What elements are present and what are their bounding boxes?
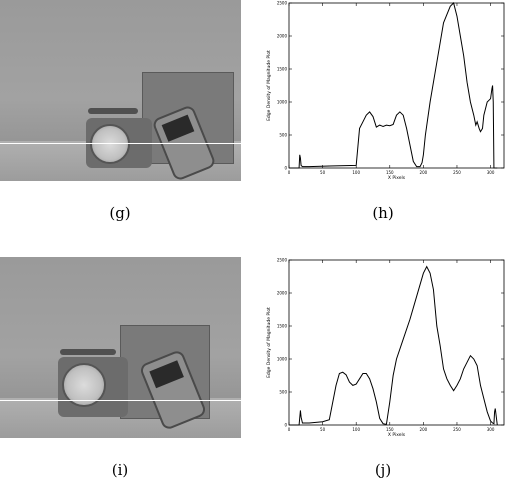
caption-j: (j) bbox=[374, 461, 392, 479]
x-axis-label: X Pixels bbox=[388, 432, 406, 438]
x-tick-label: 0 bbox=[288, 427, 291, 432]
x-tick-label: 200 bbox=[420, 170, 428, 175]
x-tick-label: 150 bbox=[386, 427, 394, 432]
y-tick-label: 2000 bbox=[277, 34, 288, 39]
y-axis-label: Edge Density of Magnitude Plot bbox=[266, 307, 272, 378]
scanline bbox=[0, 143, 241, 144]
y-tick-label: 2000 bbox=[277, 291, 288, 296]
x-tick-label: 0 bbox=[288, 170, 291, 175]
y-tick-label: 500 bbox=[279, 133, 287, 138]
x-axis-label: X Pixels bbox=[388, 175, 406, 181]
plot-frame bbox=[288, 259, 505, 426]
y-tick-label: 2500 bbox=[277, 258, 288, 263]
y-tick-label: 1000 bbox=[277, 100, 288, 105]
x-tick-label: 50 bbox=[320, 170, 326, 175]
x-tick-label: 100 bbox=[352, 170, 360, 175]
y-tick-label: 1500 bbox=[277, 324, 288, 329]
edge-density-line bbox=[289, 265, 498, 426]
edge-density-plot-j: 0 50 100 150 200 250 300 0 500 1000 1500 2000 2500 X … bbox=[266, 258, 505, 438]
photo-panel-g bbox=[0, 0, 241, 181]
x-tick-label: 100 bbox=[352, 427, 360, 432]
x-tick-label: 250 bbox=[453, 170, 461, 175]
y-tick-label: 500 bbox=[279, 390, 287, 395]
x-tick-label: 250 bbox=[453, 427, 461, 432]
scanline bbox=[0, 400, 241, 401]
y-tick-label: 0 bbox=[284, 423, 287, 428]
edge-density-line bbox=[289, 2, 498, 169]
x-tick-label: 300 bbox=[487, 427, 495, 432]
caption-i: (i) bbox=[111, 461, 129, 479]
x-tick-label: 150 bbox=[386, 170, 394, 175]
scale-pan bbox=[60, 349, 116, 355]
x-tick-label: 300 bbox=[487, 170, 495, 175]
scale-pan bbox=[88, 108, 138, 114]
plot-frame bbox=[288, 2, 505, 169]
y-axis-label: Edge Density of Magnitude Plot bbox=[266, 50, 272, 121]
y-tick-label: 2500 bbox=[277, 1, 288, 6]
x-tick-label: 50 bbox=[320, 427, 326, 432]
x-tick-label: 200 bbox=[420, 427, 428, 432]
y-tick-label: 0 bbox=[284, 166, 287, 171]
caption-g: (g) bbox=[109, 204, 131, 222]
scale-dial bbox=[62, 363, 106, 407]
device-screen bbox=[149, 359, 185, 389]
photo-panel-i bbox=[0, 257, 241, 438]
y-tick-label: 1500 bbox=[277, 67, 288, 72]
edge-density-plot-h: 0 50 100 150 200 250 300 0 500 1000 1500 2000 2500 X … bbox=[266, 1, 505, 181]
caption-h: (h) bbox=[372, 204, 394, 222]
device-screen bbox=[161, 114, 195, 142]
y-tick-label: 1000 bbox=[277, 357, 288, 362]
scale-dial bbox=[90, 124, 130, 164]
